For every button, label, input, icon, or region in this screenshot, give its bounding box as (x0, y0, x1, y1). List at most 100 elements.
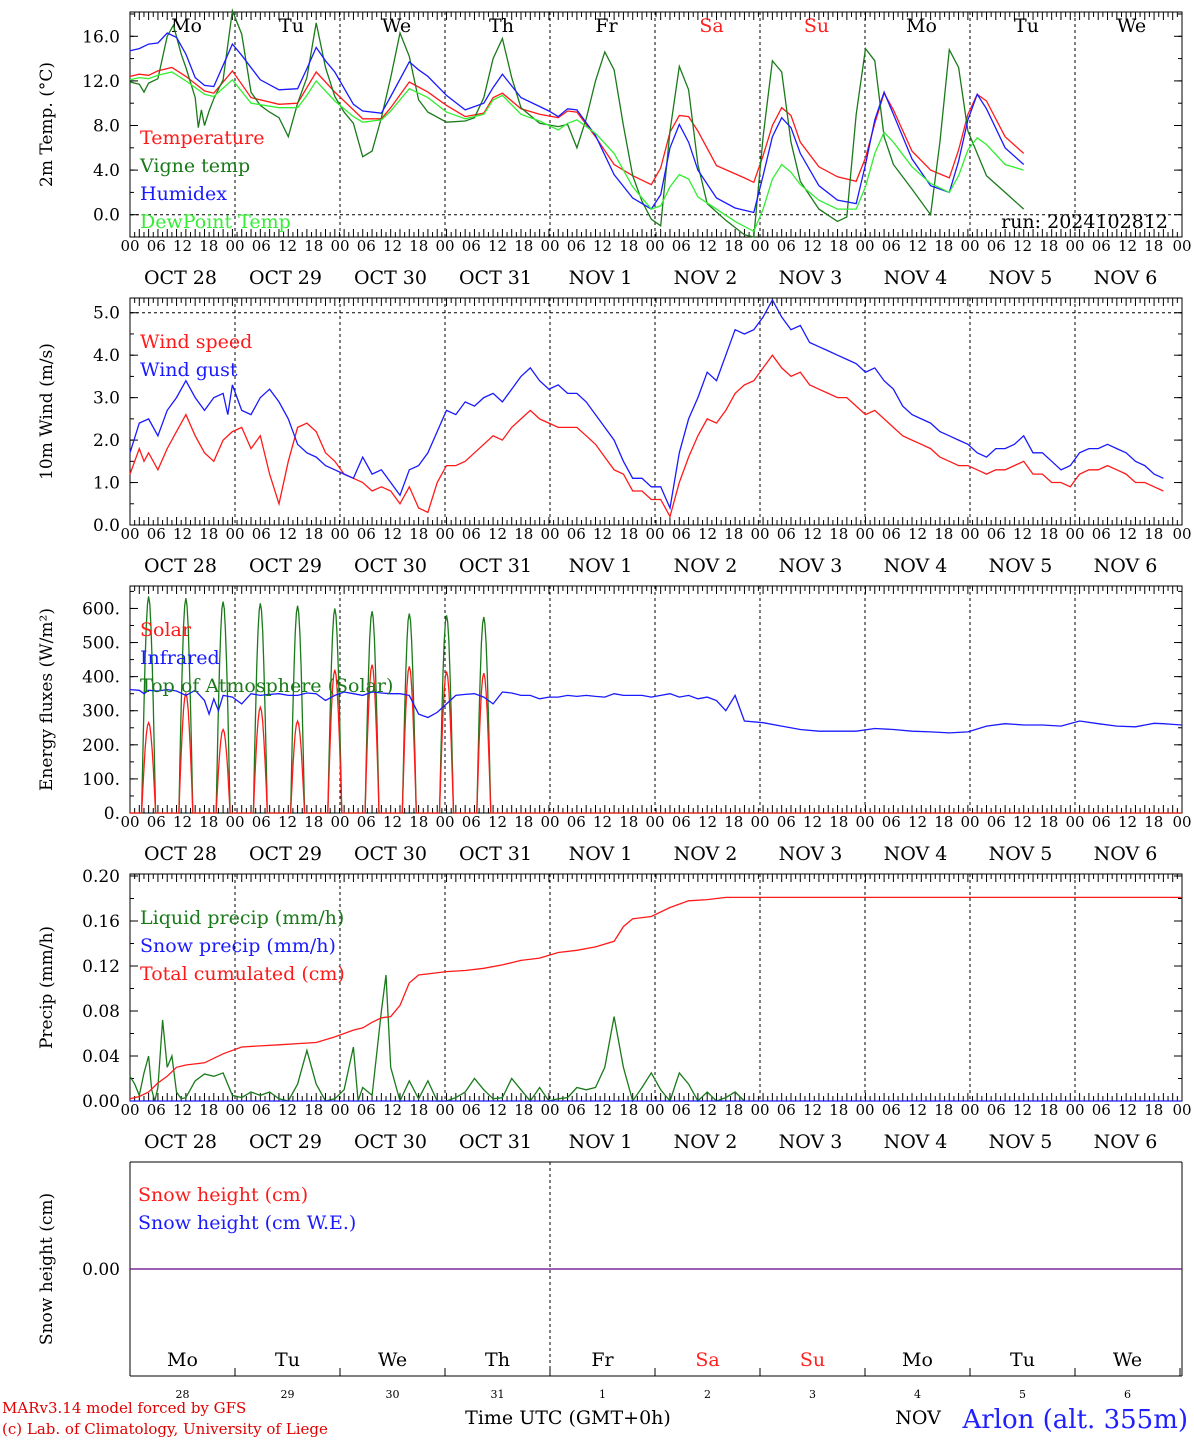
y-tick-label: 100. (82, 770, 120, 790)
hour-tick-label: 12 (488, 525, 507, 543)
y-axis-temperature: 0.0 4.0 8.0 12.0 16.0 2m Temp. (°C) (37, 13, 1182, 238)
day-name: We (1117, 15, 1146, 37)
date-label: NOV 6 (1094, 555, 1158, 577)
day-name: Tu (1010, 1349, 1035, 1371)
hour-axis-2: 00 06 12 18 OCT 28 00 06 12 18 OCT 29 00 06 12 18 OCT … (120, 813, 1191, 865)
hour-tick-label: 12 (908, 1101, 927, 1119)
hour-tick-label: 18 (1144, 525, 1163, 543)
y-tick-label: 0.16 (82, 912, 120, 932)
hour-tick-label: 18 (199, 1101, 218, 1119)
hour-tick-label: 06 (672, 813, 691, 831)
legend-entry: Temperature (140, 127, 264, 149)
day-name: Fr (595, 15, 618, 37)
date-label: NOV 2 (674, 843, 738, 865)
hour-tick-label: 06 (567, 813, 586, 831)
y-tick-label: 400. (82, 668, 120, 688)
date-label: OCT 30 (354, 1131, 427, 1153)
hour-tick-label: 18 (934, 813, 953, 831)
hour-tick-label: 06 (567, 525, 586, 543)
hour-tick-label: 06 (987, 1101, 1006, 1119)
date-label: NOV 2 (674, 1131, 738, 1153)
hour-tick-label: 00 (120, 525, 139, 543)
hour-tick-label: 06 (987, 813, 1006, 831)
hour-tick-label: 18 (1039, 813, 1058, 831)
hour-tick-label: 00 (855, 237, 874, 255)
hour-tick-label: 06 (777, 237, 796, 255)
hour-tick-label: 06 (1092, 237, 1111, 255)
hour-tick-label: 18 (1039, 1101, 1058, 1119)
y-axis-label: 2m Temp. (°C) (37, 62, 57, 187)
series-line-solar (130, 664, 1182, 814)
hour-tick-label: 06 (462, 813, 481, 831)
hour-tick-label: 06 (147, 237, 166, 255)
y-tick-label: 4.0 (93, 346, 120, 366)
date-label: NOV 1 (569, 843, 633, 865)
hour-tick-label: 06 (147, 813, 166, 831)
date-label: NOV 2 (674, 267, 738, 289)
hour-tick-label: 06 (672, 525, 691, 543)
legend-entry: Liquid precip (mm/h) (140, 907, 344, 929)
hour-tick-label: 00 (225, 525, 244, 543)
date-label: OCT 28 (144, 1131, 217, 1153)
date-label: NOV 3 (779, 1131, 843, 1153)
credit-line-1: MARv3.14 model forced by GFS (2, 1399, 246, 1417)
y-tick-label: 0.0 (93, 206, 120, 226)
hour-tick-label: 12 (488, 813, 507, 831)
day-name: Th (485, 1349, 510, 1371)
y-axis-energy: 0. 100. 200. 300. 400. 500. 600. Energy fluxes … (37, 590, 1182, 824)
date-label: OCT 31 (459, 267, 532, 289)
hour-tick-label: 06 (147, 525, 166, 543)
hour-tick-label: 18 (199, 525, 218, 543)
y-tick-label: 300. (82, 702, 120, 722)
y-tick-label: 16.0 (82, 27, 120, 47)
hour-tick-label: 12 (1118, 525, 1137, 543)
hour-axis-1: 00 06 12 18 OCT 28 00 06 12 18 OCT 29 00 06 12 18 OCT … (120, 525, 1191, 577)
hour-tick-label: 12 (698, 813, 717, 831)
hour-tick-label: 00 (330, 813, 349, 831)
y-tick-label: 12.0 (82, 72, 120, 92)
date-label: OCT 31 (459, 843, 532, 865)
hour-tick-label: 12 (383, 525, 402, 543)
hour-tick-label: 06 (357, 1101, 376, 1119)
hour-tick-label: 06 (882, 1101, 901, 1119)
y-tick-label: 0.12 (82, 957, 120, 977)
hour-tick-label: 06 (252, 525, 271, 543)
day-name: We (382, 15, 411, 37)
date-label: OCT 28 (144, 843, 217, 865)
hour-tick-label: 12 (908, 237, 927, 255)
y-tick-label: 600. (82, 599, 120, 619)
date-label: OCT 30 (354, 267, 427, 289)
series-line-total-cumulated-cm- (129, 896, 1182, 1100)
hour-tick-label: 06 (1092, 1101, 1111, 1119)
hour-tick-label: 00 (435, 813, 454, 831)
hour-tick-label: 18 (829, 237, 848, 255)
hour-tick-label: 12 (278, 1101, 297, 1119)
hour-tick-label: 00 (540, 813, 559, 831)
y-tick-label: 0.00 (82, 1092, 120, 1112)
hour-tick-label: 00 (435, 525, 454, 543)
day-number: 6 (1124, 1388, 1131, 1401)
hour-tick-label: 00 (855, 1101, 874, 1119)
y-tick-label: 200. (82, 736, 120, 756)
hour-tick-label: 18 (724, 813, 743, 831)
x-axis-label: Time UTC (GMT+0h) (465, 1407, 671, 1429)
hour-tick-label: 12 (278, 813, 297, 831)
hour-tick-label: 00 (540, 525, 559, 543)
day-name: We (378, 1349, 407, 1371)
hour-tick-label-end: 00 (1172, 525, 1191, 543)
hour-tick-label: 00 (855, 525, 874, 543)
hour-tick-label: 18 (1039, 525, 1058, 543)
legend-snow: Snow height (cm) Snow height (cm W.E.) (138, 1184, 356, 1234)
date-label: NOV 3 (779, 555, 843, 577)
hour-axis-0: 00 06 12 18 OCT 28 00 06 12 18 OCT 29 00 06 12 18 OCT … (120, 237, 1191, 289)
hour-tick-label: 00 (225, 813, 244, 831)
bottom-month-label: NOV (895, 1407, 941, 1429)
date-label: NOV 5 (989, 267, 1053, 289)
date-label: OCT 31 (459, 1131, 532, 1153)
hour-tick-label: 12 (383, 813, 402, 831)
y-tick-label: 1.0 (93, 474, 120, 494)
hour-tick-label: 06 (567, 1101, 586, 1119)
hour-tick-label: 18 (304, 1101, 323, 1119)
y-tick-label: 0.0 (93, 516, 120, 536)
day-name: Mo (171, 15, 202, 37)
